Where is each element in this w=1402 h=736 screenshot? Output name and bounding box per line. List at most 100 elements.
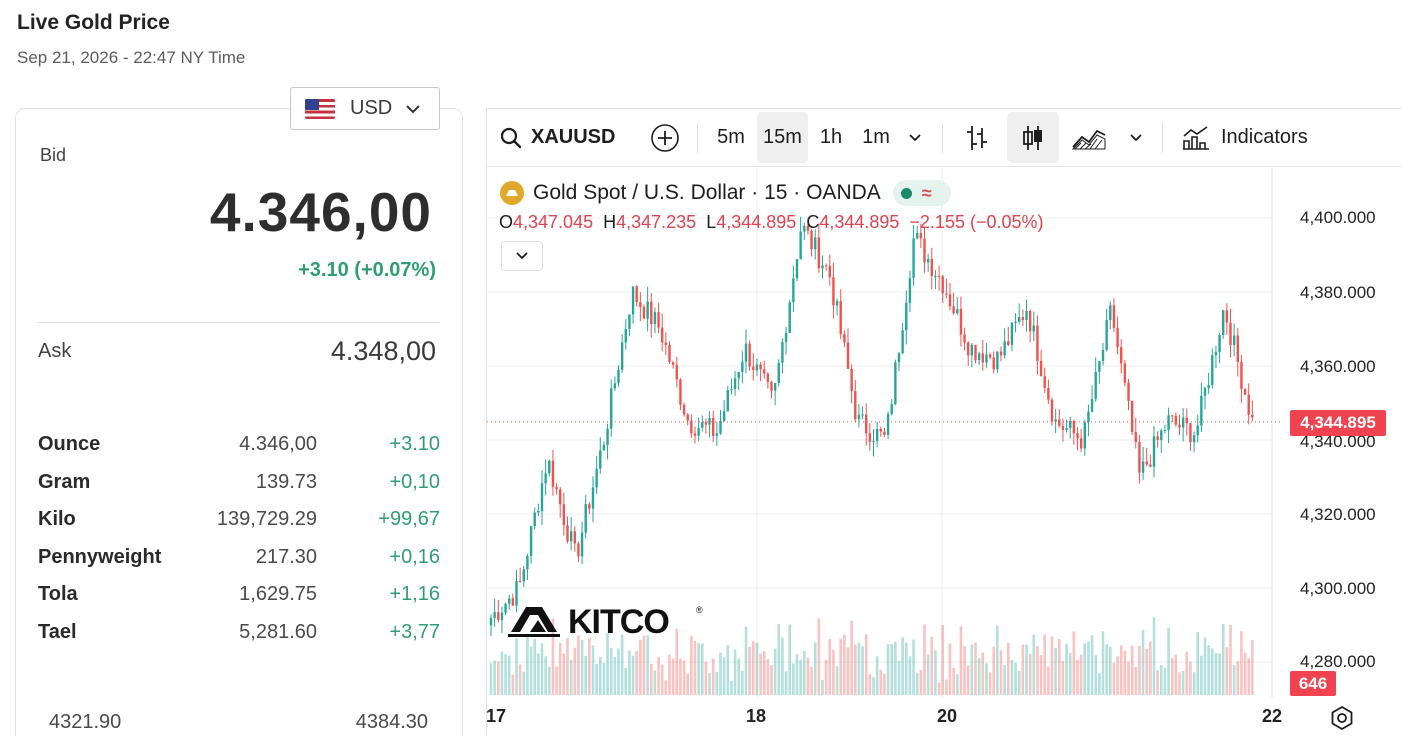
y-tick-label: 4,300.000 <box>1300 579 1376 598</box>
chart-type-dropdown[interactable] <box>1123 112 1149 163</box>
candle-body <box>646 301 649 319</box>
candle-body <box>730 389 733 391</box>
indicators-label: Indicators <box>1221 126 1308 148</box>
volume-bar <box>1072 631 1076 695</box>
candle-body <box>905 302 908 331</box>
candle-body <box>1018 317 1021 322</box>
candle-body <box>744 343 748 362</box>
candle-body <box>1138 442 1141 473</box>
candle-body <box>806 225 810 231</box>
candlestick-chart[interactable] <box>487 168 1392 736</box>
candle-body <box>1152 436 1156 467</box>
unit-row-ounce: Ounce 4.346,00 +3.10 <box>38 433 440 463</box>
x-tick-label: 18 <box>746 706 767 726</box>
indicators-button[interactable]: Indicators <box>1181 112 1321 163</box>
volume-bar <box>974 642 977 695</box>
y-tick-label: 4,380.000 <box>1300 283 1376 302</box>
candle-body <box>941 276 944 294</box>
candle-body <box>544 473 547 484</box>
chevron-down-icon <box>516 252 528 260</box>
volume-bar <box>668 654 671 695</box>
interval-15m[interactable]: 15m <box>757 112 808 163</box>
interval-1m[interactable]: 1m <box>856 112 896 163</box>
interval-label: 15m <box>763 126 802 148</box>
volume-bar <box>777 623 781 695</box>
volume-bar <box>1047 666 1050 695</box>
candle-body <box>886 413 890 435</box>
volume-bar <box>890 644 894 695</box>
volume-bar <box>996 625 999 695</box>
candle-body <box>788 302 791 333</box>
candle-body <box>580 532 584 557</box>
candle-body <box>824 265 828 267</box>
volume-bar <box>802 650 806 695</box>
candle-body <box>1181 417 1185 428</box>
candle-body <box>559 489 562 505</box>
volume-bar <box>1010 659 1014 695</box>
volume-bar <box>908 656 912 695</box>
candle-body <box>1025 310 1028 320</box>
volume-bar <box>799 659 802 695</box>
candle-body <box>697 427 700 436</box>
volume-bar <box>1145 648 1149 695</box>
volume-bar <box>948 643 952 695</box>
low-key: L <box>706 212 717 232</box>
volume-bar <box>755 642 759 695</box>
volume-bar <box>533 639 537 695</box>
candle-body <box>1141 461 1145 473</box>
compare-symbol-button[interactable] <box>647 112 683 163</box>
candle-body <box>897 353 901 363</box>
volume-bar <box>558 643 562 695</box>
page-title: Live Gold Price <box>17 11 170 34</box>
volume-bar <box>1134 666 1138 695</box>
volume-bar <box>915 672 919 695</box>
volume-bar <box>1174 654 1178 695</box>
toolbar-separator <box>697 123 698 153</box>
candle-body <box>985 354 988 363</box>
candle-body <box>1003 341 1006 356</box>
market-status-pill[interactable]: ≈ <box>892 180 951 206</box>
interval-1h[interactable]: 1h <box>813 112 849 163</box>
candles-chart-type-button[interactable] <box>1007 112 1059 163</box>
unit-row-kilo: Kilo 139,729.29 +99,67 <box>38 508 440 538</box>
y-tick-label: 4,340.000 <box>1300 432 1376 451</box>
unit-price: 1,629.75 <box>239 583 317 605</box>
y-tick-label: 4,280.000 <box>1300 652 1376 671</box>
candle-body <box>1214 352 1218 356</box>
candle-body <box>1130 400 1134 433</box>
candle-body <box>1123 363 1127 383</box>
unit-change: +1,16 <box>389 583 440 605</box>
candle-body <box>562 504 566 526</box>
chart-settings-gear-icon[interactable] <box>1329 705 1355 731</box>
interval-dropdown[interactable] <box>902 112 928 163</box>
candle-body <box>1247 394 1250 415</box>
bar-chart-type-button[interactable] <box>959 112 995 163</box>
candle-body <box>551 460 555 487</box>
volume-bar <box>1028 653 1032 695</box>
volume-bar <box>675 628 679 695</box>
volume-bar <box>529 646 533 695</box>
volume-bar <box>1083 643 1087 695</box>
candle-body <box>493 612 496 618</box>
symbol-search-button[interactable]: XAUUSD <box>499 112 629 163</box>
volume-bar <box>952 667 955 695</box>
volume-bar <box>985 663 988 695</box>
volume-bar <box>715 671 719 695</box>
candle-body <box>934 275 937 277</box>
candle-body <box>970 344 974 356</box>
interval-label: 5m <box>717 126 745 148</box>
chevron-down-icon <box>909 133 921 141</box>
candle-body <box>1043 376 1046 388</box>
volume-bar <box>711 658 715 695</box>
volume-bar <box>843 634 846 695</box>
interval-5m[interactable]: 5m <box>709 112 753 163</box>
candle-body <box>1116 327 1119 348</box>
area-chart-type-button[interactable] <box>1069 112 1109 163</box>
volume-bar <box>828 639 832 695</box>
candle-body <box>1076 433 1079 439</box>
volume-bar <box>1087 641 1090 695</box>
legend-collapse-button[interactable] <box>501 241 543 271</box>
currency-select[interactable]: USD <box>290 87 440 130</box>
candle-body <box>952 306 955 314</box>
volume-bar <box>1003 664 1006 695</box>
